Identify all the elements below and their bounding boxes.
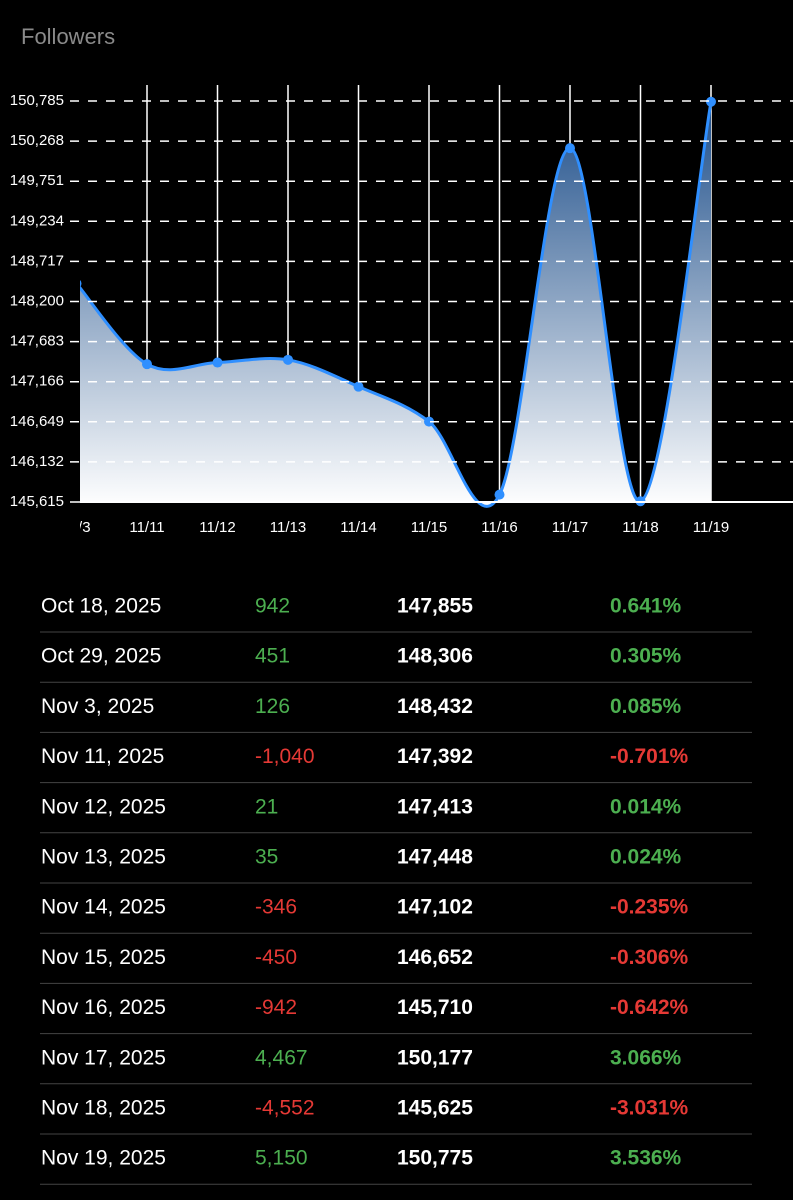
table-cell: Nov 15, 2025 — [41, 946, 166, 969]
point — [494, 489, 505, 500]
table-cell: 145,710 — [397, 996, 473, 1019]
point — [283, 354, 293, 365]
table-cell: -3.031% — [610, 1097, 689, 1120]
y-tick-label: 150,268 — [10, 132, 64, 149]
table-cell: -0.642% — [610, 996, 689, 1019]
y-tick-label: 147,166 — [10, 373, 64, 390]
table-cell: 35 — [255, 846, 278, 869]
table-cell: Nov 19, 2025 — [41, 1147, 166, 1170]
table-cell: 942 — [255, 595, 290, 618]
x-tick-label: 11/14 — [340, 519, 376, 536]
x-tick-label: 11/16 — [481, 519, 517, 536]
y-tick-label: 147,683 — [10, 333, 64, 350]
x-tick-label: 11/11 — [129, 519, 164, 536]
x-tick-label: 11/13 — [270, 519, 306, 536]
table-cell: Nov 17, 2025 — [41, 1046, 166, 1069]
table-cell: 0.024% — [610, 846, 682, 869]
table-cell: -346 — [255, 896, 297, 919]
y-tick-label: 150,785 — [10, 92, 64, 109]
table-cell: 147,392 — [397, 745, 473, 768]
table-cell: 148,432 — [397, 695, 473, 718]
table-cell: -0.306% — [610, 946, 689, 969]
table-cell: -0.235% — [610, 896, 689, 919]
x-tick-label: 11/12 — [199, 519, 235, 536]
table-cell: 150,177 — [397, 1046, 473, 1069]
table-cell: Nov 14, 2025 — [41, 896, 166, 919]
table-cell: Oct 18, 2025 — [41, 595, 161, 618]
table-cell: 150,775 — [397, 1147, 473, 1170]
x-tick-label: 11/3 — [62, 519, 90, 536]
table-cell: 3.066% — [610, 1046, 682, 1069]
table-cell: 21 — [255, 795, 278, 818]
table-cell: Nov 3, 2025 — [41, 695, 154, 718]
chart-title: Followers — [21, 24, 115, 49]
x-tick-label: 11/17 — [552, 519, 588, 536]
table-cell: -1,040 — [255, 745, 315, 768]
point — [565, 143, 575, 154]
table-cell: 0.014% — [610, 795, 682, 818]
table-cell: Nov 18, 2025 — [41, 1097, 166, 1120]
table-cell: 147,102 — [397, 896, 473, 919]
table-cell: 148,306 — [397, 645, 473, 668]
table-cell: 451 — [255, 645, 290, 668]
point — [353, 381, 364, 392]
table-cell: 4,467 — [255, 1046, 308, 1069]
table-cell: -450 — [255, 946, 297, 969]
table-cell: Nov 11, 2025 — [41, 745, 164, 768]
x-tick-label: 11/15 — [411, 519, 447, 536]
table-cell: -0.701% — [610, 745, 689, 768]
table-cell: Oct 29, 2025 — [41, 645, 161, 668]
table-cell: 126 — [255, 695, 290, 718]
y-tick-label: 149,751 — [10, 172, 64, 189]
y-tick-label: 146,132 — [10, 453, 64, 470]
y-tick-label: 146,649 — [10, 413, 64, 430]
table-cell: 3.536% — [610, 1147, 682, 1170]
table-cell: 147,413 — [397, 795, 473, 818]
y-tick-label: 149,234 — [10, 212, 64, 229]
area — [80, 101, 711, 507]
table-cell: 0.641% — [610, 595, 682, 618]
y-tick-label: 145,615 — [10, 493, 64, 510]
point — [142, 359, 152, 370]
point — [706, 96, 716, 107]
table-cell: 145,625 — [397, 1097, 473, 1120]
table-cell: -942 — [255, 996, 297, 1019]
y-tick-label: 148,717 — [10, 252, 64, 269]
x-tick-label: 11/19 — [693, 519, 729, 536]
point — [424, 416, 434, 427]
point — [80, 279, 82, 288]
table-cell: 0.305% — [610, 645, 682, 668]
table-cell: 0.085% — [610, 695, 682, 718]
table-cell: Nov 16, 2025 — [41, 996, 166, 1019]
table-cell: 147,855 — [397, 595, 473, 618]
y-tick-label: 148,200 — [10, 292, 64, 309]
table-cell: 147,448 — [397, 846, 473, 869]
table-cell: Nov 12, 2025 — [41, 795, 166, 818]
x-tick-label: 11/18 — [622, 519, 658, 536]
table-cell: 5,150 — [255, 1147, 308, 1170]
table-cell: Nov 13, 2025 — [41, 846, 166, 869]
table-cell: -4,552 — [255, 1097, 315, 1120]
point — [212, 357, 223, 368]
table-cell: 146,652 — [397, 946, 473, 969]
